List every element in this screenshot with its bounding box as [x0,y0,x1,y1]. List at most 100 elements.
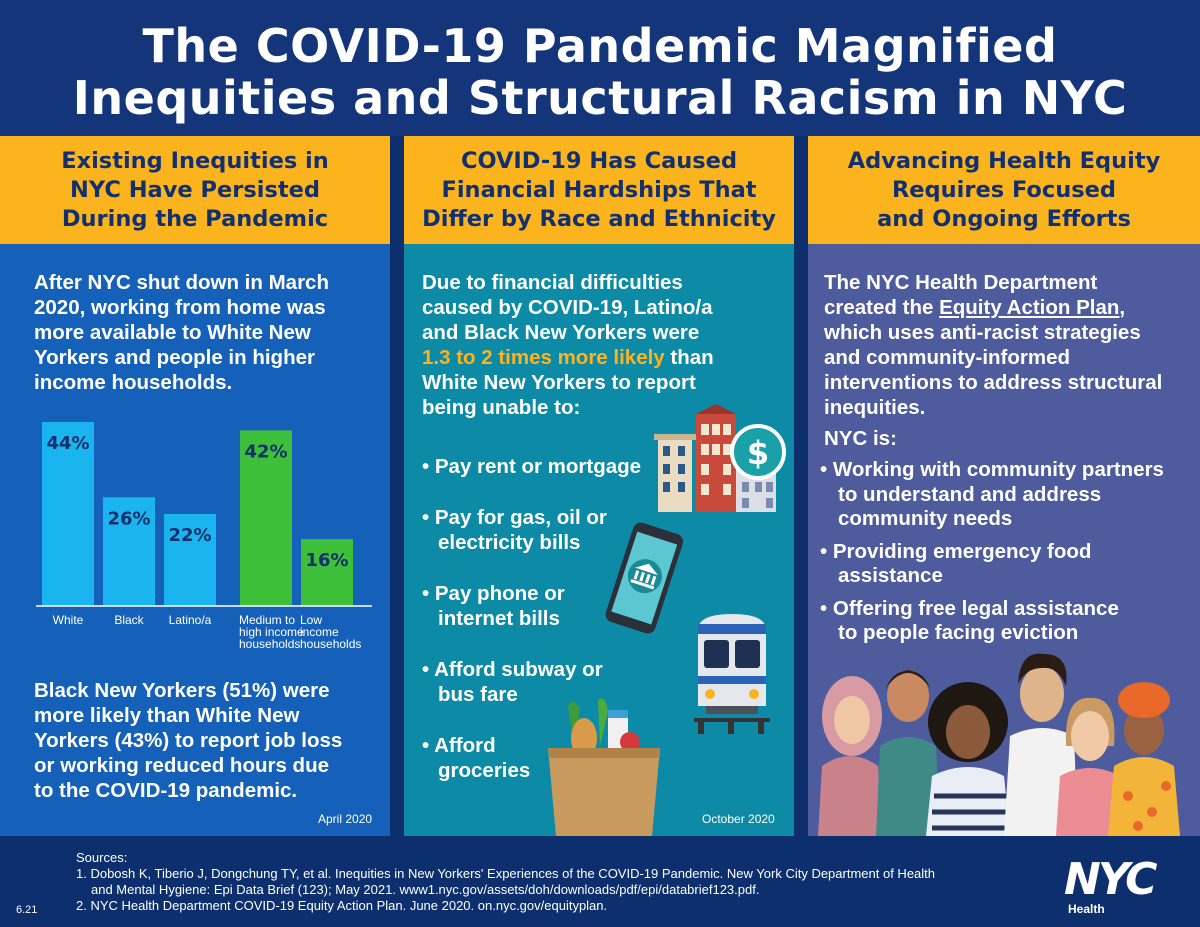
column-health-equity: Advancing Health Equity Requires Focused… [808,136,1200,836]
source-citation: 1. Dobosh K, Tiberio J, Dongchung TY, et… [76,866,936,881]
list-item-text: • Pay phone or [422,582,565,605]
work-from-home-bar-chart: 44% 26% 22% 42% 16% White Black Latino/a Medium … [36,422,372,651]
category-label: households [300,637,361,651]
column1-intro-line: After NYC shut down in March [34,271,329,294]
column3-intro: The NYC Health Department created the Eq… [824,270,1162,420]
column1-heading-line: NYC Have Persisted [70,176,320,203]
sources-label: Sources: [76,850,128,865]
list-item-text: • Pay rent or mortgage [422,455,642,478]
column2-intro-line: White New Yorkers to report [422,371,696,394]
list-item: • Providing emergency food assistance [820,540,1164,589]
list-item-text: • Afford subway or [422,658,603,681]
column1-heading: Existing Inequities in NYC Have Persiste… [0,136,390,244]
sources: Sources: 1. Dobosh K, Tiberio J, Dongchu… [76,850,935,914]
column1-intro-line: Yorkers and people in higher [34,346,315,369]
column2-intro-line: Due to financial difficulties [422,271,683,294]
list-item-text: to people facing eviction [838,621,1079,644]
column1-intro-line: 2020, working from home was [34,296,326,319]
list-item-text: electricity bills [438,531,581,554]
column3-intro-fragment: created the [824,296,940,319]
category-label: households [239,637,300,651]
column3-intro-fragment: , [1119,296,1126,319]
bar-value-label: 44% [46,433,89,454]
subway-train-icon [694,614,770,734]
column2-intro-line: and Black New Yorkers were [422,321,700,344]
category-label: Black [114,613,144,627]
list-item-text: internet bills [438,607,560,630]
list-item-text: • Offering free legal assistance [820,596,1119,620]
column3-intro-line: and community-informed [824,346,1071,369]
category-label: White [53,613,84,627]
list-item-text: to understand and address [838,482,1102,506]
column1-intro: After NYC shut down in March 2020, worki… [34,270,329,395]
list-item-text: • Pay for gas, oil or [422,506,607,529]
source-citation: and Mental Hygiene: Epi Data Brief (123)… [91,882,760,897]
list-item: • Pay rent or mortgage [422,454,641,479]
list-item: • Afford groceries [422,733,641,783]
column1-intro-line: more available to White New [34,321,311,344]
bar-value-label: 22% [168,525,211,546]
column2-heading: COVID-19 Has Caused Financial Hardships … [404,136,794,244]
logo-wordmark: NYC [1064,854,1157,905]
bar [240,430,292,606]
list-item-text: • Afford [422,734,496,757]
column2-intro-line: being unable to: [422,396,581,419]
column2-heading-line: Differ by Race and Ethnicity [422,205,776,232]
column1-bottom-line: or working reduced hours due [34,754,330,777]
column1-heading-line: During the Pandemic [61,205,329,232]
column3-intro-line: The NYC Health Department [824,271,1098,294]
buildings-dollar-icon: $ [654,404,786,512]
page-title: The COVID-19 Pandemic Magnified Inequiti… [0,0,1200,136]
column1-bottom-line: more likely than White New [34,704,300,727]
column1-bottom-line: Black New Yorkers (51%) were [34,679,330,702]
grocery-bag-icon [548,698,660,836]
column3-intro-line: which uses anti-racist strategies [824,321,1141,344]
people-group-illustration [818,653,1180,836]
bar [42,422,94,606]
source-citation: 2. NYC Health Department COVID-19 Equity… [76,898,608,913]
list-item-text: assistance [838,564,943,587]
title-line-1: The COVID-19 Pandemic Magnified [142,19,1058,73]
list-item-text: groceries [438,759,531,782]
category-label: Latino/a [169,613,212,627]
column2-hardship-list: • Pay rent or mortgage • Pay for gas, oi… [422,454,641,809]
bar-value-label: 16% [305,550,348,571]
column1-heading-line: Existing Inequities in [61,147,329,174]
column2-intro-line: 1.3 to 2 times more likely than [422,345,714,370]
equity-action-plan-link[interactable]: Equity Action Plan [939,296,1120,319]
bar-value-label: 42% [244,441,287,462]
column3-intro-line: created the Equity Action Plan, [824,295,1162,320]
column3-intro-line: inequities. [824,396,926,419]
column2-intro-line: caused by COVID-19, Latino/a [422,296,713,319]
likelihood-highlight: 1.3 to 2 times more likely [422,346,665,369]
list-item: • Pay phone or internet bills [422,581,641,631]
list-item-text: • Providing emergency food [820,539,1092,563]
bar-value-label: 26% [107,508,150,529]
column1-job-loss-text: Black New Yorkers (51%) were more likely… [34,678,342,803]
bar [164,514,216,606]
list-item: • Afford subway or bus fare [422,657,641,707]
column-existing-inequities: Existing Inequities in NYC Have Persiste… [0,136,390,836]
list-item: • Working with community partners to unde… [820,458,1164,532]
list-item-text: bus fare [438,683,518,706]
list-item: • Pay for gas, oil or electricity bills [422,505,641,555]
category-label: Low [300,613,322,627]
list-item-text: community needs [838,507,1013,530]
version-label: 6.21 [16,904,38,916]
column3-heading-line: Advancing Health Equity [847,147,1161,174]
column3-intro-line: interventions to address structural [824,371,1163,394]
column2-heading-line: COVID-19 Has Caused [460,147,738,174]
nyc-is-label: NYC is: [824,427,897,450]
category-label: high income [239,625,304,639]
column2-intro: Due to financial difficulties caused by … [422,270,714,420]
logo-subtitle: Health [1068,902,1105,916]
bar [301,539,353,606]
bar [103,497,155,606]
category-label: Medium to [239,613,295,627]
smartphone-bank-icon [605,522,684,634]
column3-heading-line: and Ongoing Efforts [877,205,1131,232]
list-item-text: • Working with community partners [820,458,1164,481]
list-item: • Offering free legal assistance to peopl… [820,597,1164,646]
column1-bottom-line: to the COVID-19 pandemic. [34,779,298,802]
column1-bottom-line: Yorkers (43%) to report job loss [34,729,343,752]
